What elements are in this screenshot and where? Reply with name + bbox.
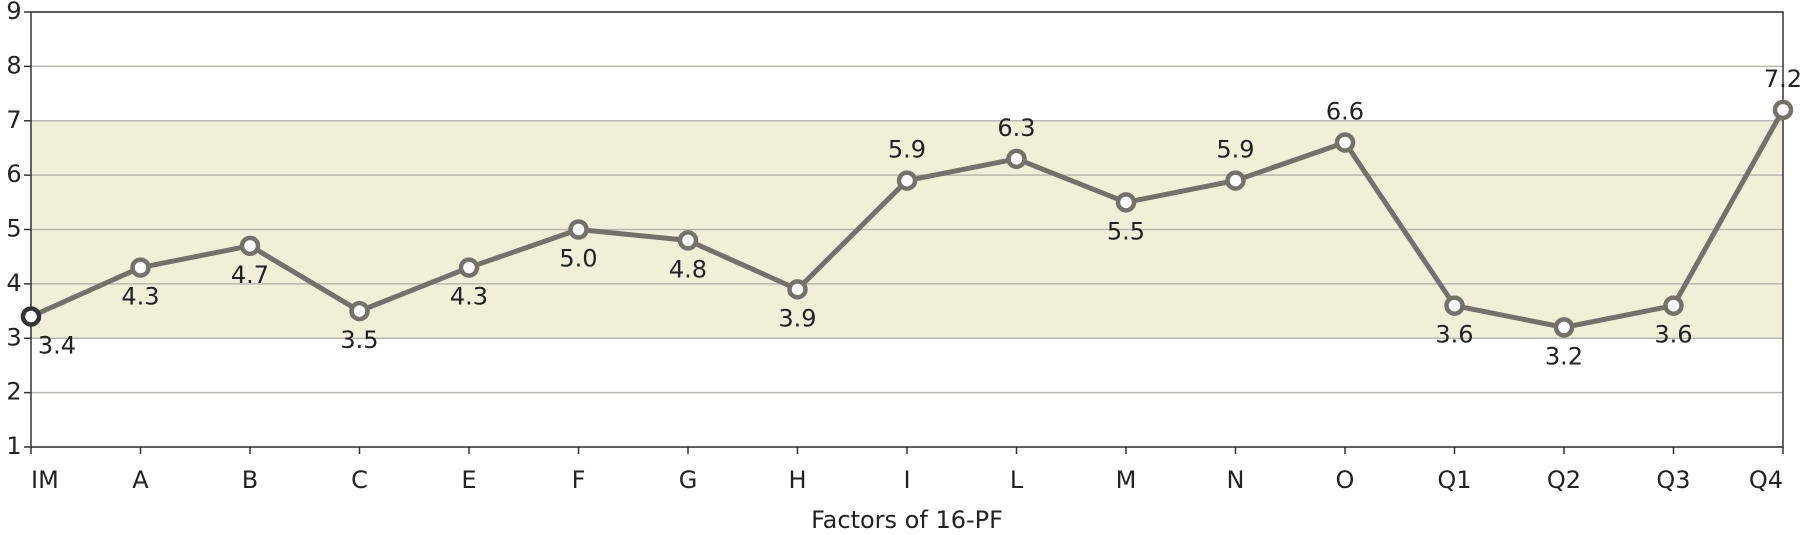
data-point	[1663, 295, 1684, 316]
data-point	[1553, 317, 1575, 338]
x-tick-label: O	[1336, 466, 1355, 494]
x-tick-label: A	[132, 466, 149, 494]
data-label: 3.4	[38, 332, 76, 360]
x-tick-label: Q4	[1749, 466, 1783, 494]
data-point	[349, 300, 370, 322]
data-point	[1225, 170, 1246, 191]
data-label: 5.9	[1216, 136, 1254, 164]
data-point	[1115, 192, 1137, 213]
data-label: 3.5	[340, 326, 378, 354]
data-label: 4.8	[669, 255, 707, 283]
y-tick-label: 2	[6, 378, 21, 406]
data-label: 3.9	[778, 304, 816, 332]
data-label: 5.5	[1107, 217, 1145, 245]
x-tick-label: Q3	[1656, 466, 1690, 494]
y-tick-label: 7	[6, 106, 21, 134]
data-point	[568, 219, 589, 240]
x-tick-label: Q2	[1547, 466, 1581, 494]
y-tick-label: 4	[6, 269, 21, 297]
data-label: 7.2	[1764, 65, 1802, 93]
x-tick-label: E	[461, 466, 476, 494]
x-tick-label: M	[1116, 466, 1137, 494]
x-tick-label: F	[572, 466, 586, 494]
x-tick-label: L	[1010, 466, 1024, 494]
y-tick-label: 8	[6, 51, 21, 79]
data-label: 4.7	[231, 261, 269, 289]
data-label: 5.0	[559, 245, 597, 273]
data-point	[130, 257, 151, 278]
x-tick-label: C	[351, 466, 368, 494]
data-label: 4.3	[450, 283, 488, 311]
data-label: 3.6	[1435, 321, 1473, 349]
data-point	[239, 235, 261, 257]
x-tick-label: I	[903, 466, 910, 494]
data-label: 4.3	[121, 283, 159, 311]
data-point	[1334, 132, 1356, 153]
x-tick-label: B	[242, 466, 258, 494]
data-point	[20, 306, 42, 327]
x-tick-label: G	[679, 466, 698, 494]
data-label: 6.6	[1326, 98, 1364, 126]
y-tick-label: 3	[6, 323, 21, 351]
x-tick-label: IM	[31, 466, 59, 494]
data-point	[1772, 99, 1794, 121]
data-label: 3.2	[1545, 342, 1583, 370]
data-label: 3.6	[1654, 321, 1692, 349]
y-tick-label: 1	[6, 432, 21, 460]
y-tick-label: 6	[6, 160, 21, 188]
data-point	[1006, 148, 1027, 170]
data-label: 6.3	[997, 114, 1035, 142]
data-point	[677, 230, 699, 251]
x-tick-label: Q1	[1437, 466, 1471, 494]
data-point	[896, 170, 918, 191]
x-tick-label: N	[1227, 466, 1245, 494]
data-point	[1444, 295, 1465, 316]
data-point	[787, 279, 808, 300]
data-point	[458, 257, 480, 278]
y-tick-label: 5	[6, 215, 21, 243]
x-tick-label: H	[788, 466, 806, 494]
y-tick-label: 9	[6, 0, 21, 25]
x-axis-title: Factors of 16-PF	[811, 506, 1003, 534]
data-label: 5.9	[888, 136, 926, 164]
